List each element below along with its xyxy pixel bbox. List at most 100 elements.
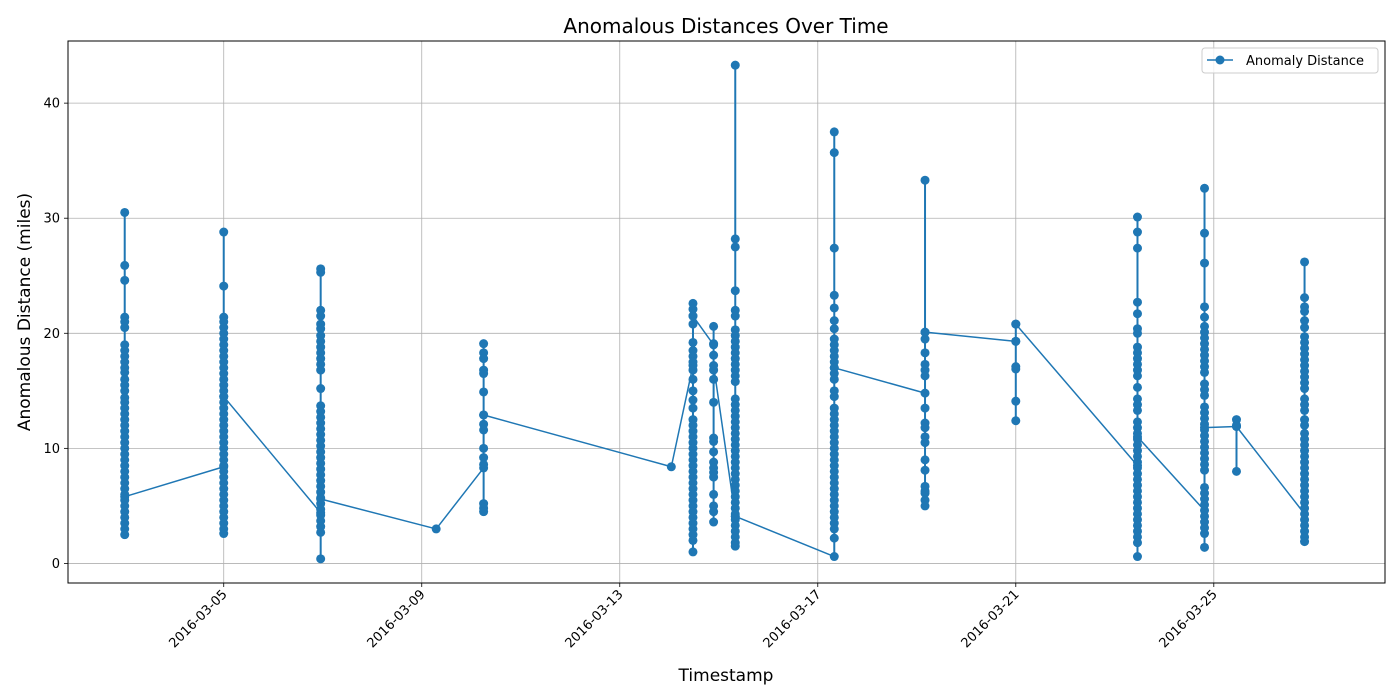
data-point — [479, 507, 489, 517]
data-point — [688, 319, 698, 329]
data-point — [829, 374, 839, 384]
data-point — [688, 311, 698, 321]
data-point — [829, 324, 839, 334]
legend-label: Anomaly Distance — [1246, 54, 1364, 69]
data-point — [1200, 465, 1210, 475]
data-point — [709, 397, 719, 407]
data-point — [316, 554, 326, 564]
data-point — [1132, 405, 1142, 415]
data-point — [1300, 293, 1310, 303]
data-point — [316, 494, 326, 504]
data-point — [829, 363, 839, 373]
data-point — [1200, 258, 1210, 268]
data-point — [709, 321, 719, 331]
data-point — [1011, 364, 1021, 374]
data-point — [120, 367, 130, 377]
data-point — [219, 227, 229, 237]
data-group — [120, 207, 130, 540]
data-group — [479, 339, 489, 517]
data-group — [1011, 319, 1021, 426]
data-point — [1132, 382, 1142, 392]
data-point — [709, 436, 719, 446]
data-point — [1200, 312, 1210, 322]
data-point — [120, 207, 130, 217]
data-group — [709, 321, 719, 527]
data-point — [1300, 306, 1310, 316]
data-point — [666, 462, 676, 472]
data-group — [688, 298, 698, 557]
data-group — [1200, 183, 1210, 552]
data-point — [1300, 537, 1310, 547]
data-point — [730, 234, 740, 244]
y-tick-label: 0 — [52, 557, 60, 572]
data-point — [316, 384, 326, 394]
data-point — [730, 541, 740, 551]
data-point — [709, 350, 719, 360]
data-point — [1200, 500, 1210, 510]
data-point — [920, 438, 930, 448]
data-point — [829, 392, 839, 402]
data-point — [730, 511, 740, 521]
data-point — [920, 465, 930, 475]
data-point — [730, 286, 740, 296]
data-point — [709, 489, 719, 499]
data-point — [829, 303, 839, 313]
y-tick-label: 20 — [43, 327, 60, 342]
y-axis-label: Anomalous Distance (miles) — [15, 193, 35, 431]
data-point — [1300, 405, 1310, 415]
data-point — [688, 357, 698, 367]
data-point — [120, 323, 130, 333]
data-point — [1300, 257, 1310, 267]
data-point — [316, 267, 326, 277]
data-point — [730, 60, 740, 70]
data-point — [1200, 423, 1210, 433]
data-point — [829, 533, 839, 543]
data-point — [829, 524, 839, 534]
data-point — [1300, 503, 1310, 513]
data-group — [829, 127, 839, 562]
data-point — [688, 374, 698, 384]
legend: Anomaly Distance — [1201, 47, 1379, 74]
data-group — [316, 264, 326, 564]
plot-frame — [67, 40, 1386, 584]
data-point — [1132, 371, 1142, 381]
data-point — [479, 387, 489, 397]
data-point — [479, 369, 489, 379]
x-axis-label: Timestamp — [678, 666, 774, 686]
data-point — [1231, 466, 1241, 476]
data-group — [920, 175, 930, 511]
data-point — [1132, 552, 1142, 562]
data-point — [920, 348, 930, 358]
data-point — [316, 311, 326, 321]
data-point — [920, 488, 930, 498]
data-point — [316, 324, 326, 334]
data-point — [1300, 323, 1310, 333]
data-group — [730, 60, 740, 551]
data-point — [1132, 432, 1142, 442]
data-point — [479, 339, 489, 349]
data-point — [709, 339, 719, 349]
data-point — [730, 242, 740, 252]
data-point — [829, 290, 839, 300]
data-point — [688, 395, 698, 405]
data-point — [479, 443, 489, 453]
data-group — [1132, 212, 1142, 562]
data-point — [1200, 367, 1210, 377]
data-point — [1200, 302, 1210, 312]
data-point — [479, 425, 489, 435]
data-group — [219, 227, 229, 539]
data-point — [829, 316, 839, 326]
data-point — [1231, 422, 1241, 431]
data-point — [688, 337, 698, 347]
data-point — [1300, 384, 1310, 394]
data-point — [920, 327, 930, 337]
data-point — [829, 552, 839, 562]
data-point — [1132, 227, 1142, 237]
series-layer — [120, 60, 1310, 564]
data-point — [1200, 390, 1210, 400]
data-point — [920, 334, 930, 344]
data-point — [316, 527, 326, 537]
data-point — [688, 386, 698, 396]
